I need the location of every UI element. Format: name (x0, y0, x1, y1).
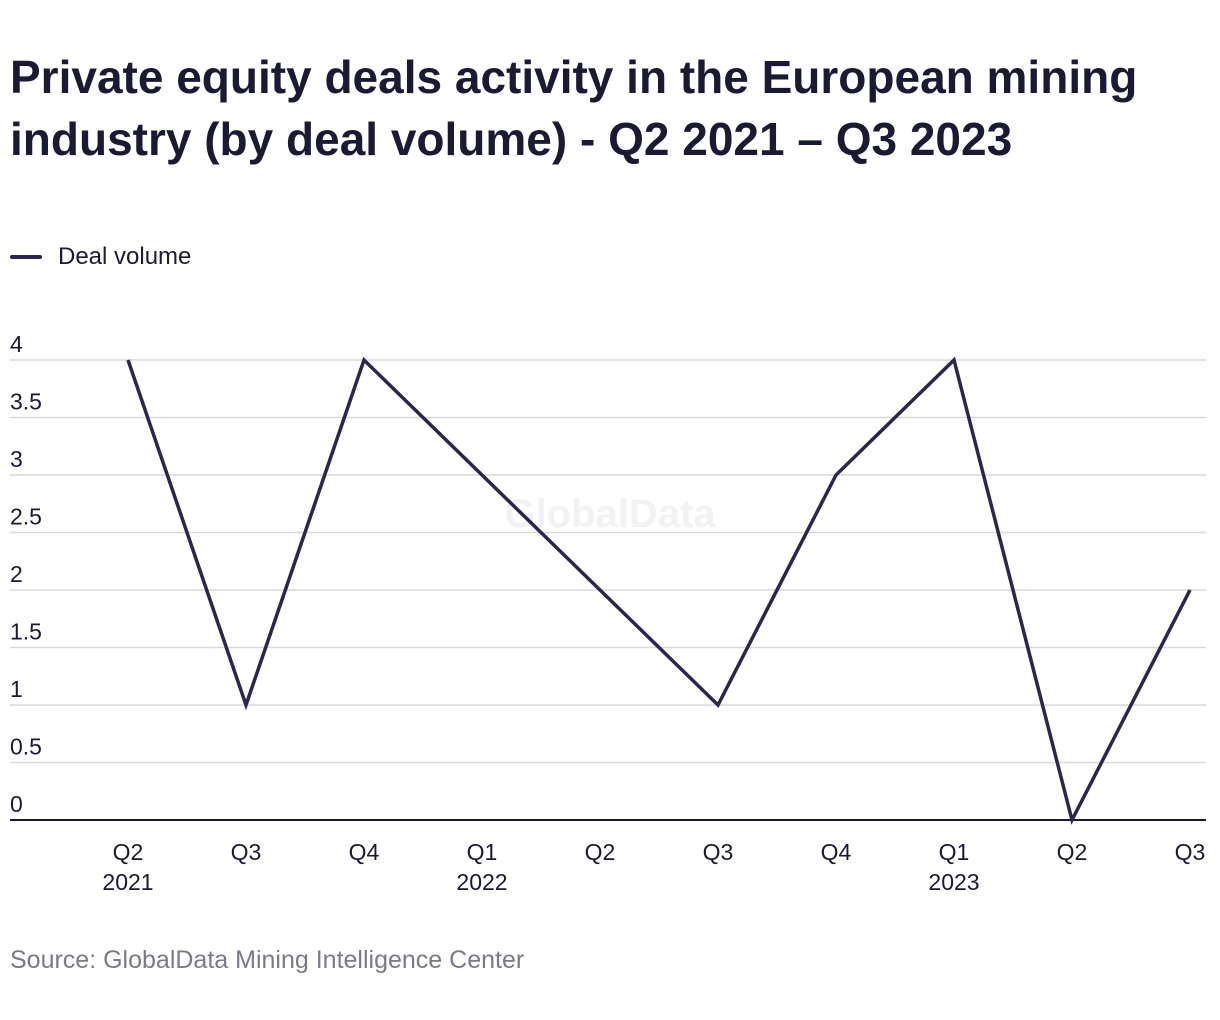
source-note: Source: GlobalData Mining Intelligence C… (10, 946, 525, 974)
legend-label: Deal volume (58, 243, 192, 270)
y-tick-label: 3 (10, 446, 23, 472)
y-tick-label: 0 (10, 791, 23, 817)
x-tick-year-label: 2021 (102, 869, 153, 895)
x-tick-label: Q4 (349, 839, 380, 865)
y-tick-label: 4 (10, 331, 23, 357)
x-tick-label: Q1 (467, 839, 498, 865)
data-point (1188, 588, 1192, 592)
data-point (952, 358, 956, 362)
data-point (126, 358, 130, 362)
y-tick-label: 0.5 (10, 734, 42, 760)
data-point (598, 588, 602, 592)
data-point (480, 473, 484, 477)
data-point (362, 358, 366, 362)
data-point (716, 703, 720, 707)
x-tick-label: Q2 (113, 839, 144, 865)
data-point (834, 473, 838, 477)
legend-swatch (10, 255, 42, 259)
watermark: GlobalData (504, 492, 716, 536)
y-tick-label: 2 (10, 561, 23, 587)
x-tick-year-label: 2022 (456, 869, 507, 895)
x-tick-label: Q1 (939, 839, 970, 865)
x-tick-label: Q2 (1057, 839, 1088, 865)
chart-title: Private equity deals activity in the Eur… (10, 51, 1138, 165)
x-tick-year-label: 2023 (928, 869, 979, 895)
x-tick-label: Q3 (1175, 839, 1206, 865)
y-tick-label: 2.5 (10, 504, 42, 530)
series-line-deal-volume (126, 356, 1192, 825)
x-tick-label: Q2 (585, 839, 616, 865)
y-tick-label: 3.5 (10, 389, 42, 415)
x-tick-label: Q4 (821, 839, 852, 865)
legend: Deal volume (10, 242, 191, 272)
x-tick-label: Q3 (703, 839, 734, 865)
line-chart: GlobalData 0 0.5 1 1.5 2 2.5 3 3.5 4 Q2 2021 Q3 Q4 Q1 2… (10, 331, 1206, 895)
y-tick-label: 1 (10, 676, 23, 702)
y-tick-label: 1.5 (10, 619, 42, 645)
x-tick-label: Q3 (231, 839, 262, 865)
data-point (1070, 818, 1074, 822)
data-point (244, 703, 248, 707)
